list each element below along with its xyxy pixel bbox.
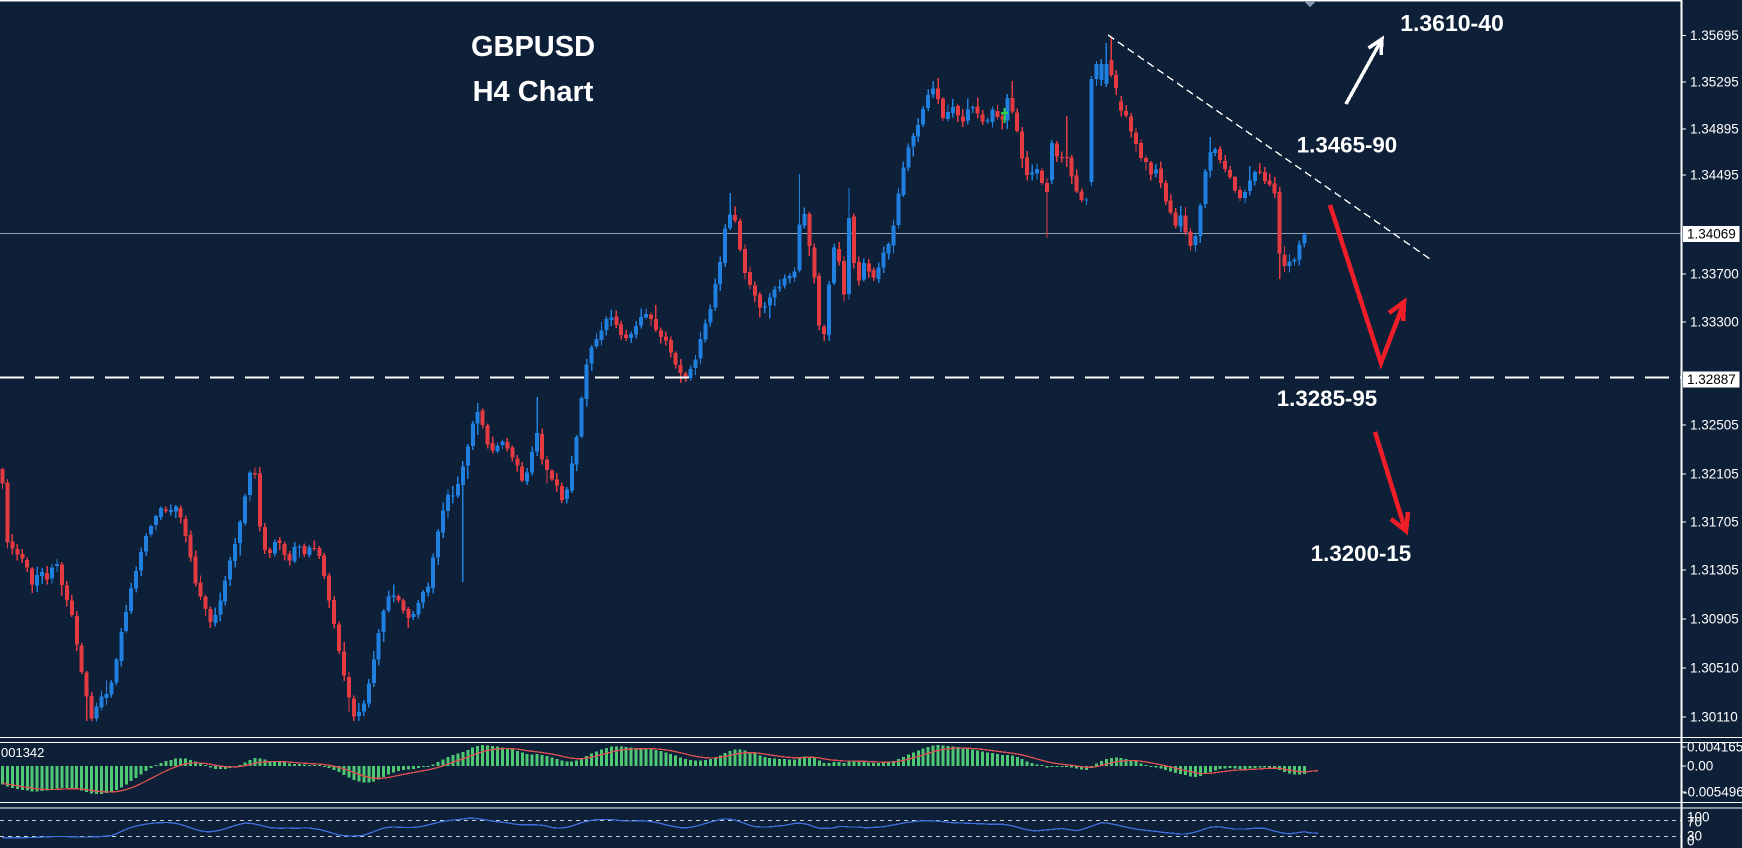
svg-text:1.3285-95: 1.3285-95 — [1277, 386, 1377, 411]
svg-text:1.35295: 1.35295 — [1690, 75, 1739, 90]
svg-text:1.3465-90: 1.3465-90 — [1297, 133, 1397, 158]
svg-text:1.32105: 1.32105 — [1690, 467, 1739, 482]
svg-text:1.32887: 1.32887 — [1687, 372, 1736, 387]
svg-text:1.30905: 1.30905 — [1690, 612, 1739, 627]
svg-text:1.32505: 1.32505 — [1690, 418, 1739, 433]
svg-text:0.004165: 0.004165 — [1687, 740, 1742, 755]
svg-text:1.34069: 1.34069 — [1687, 227, 1736, 242]
svg-text:1.35695: 1.35695 — [1690, 28, 1739, 43]
svg-text:1.31305: 1.31305 — [1690, 563, 1739, 578]
svg-text:-0.005496: -0.005496 — [1683, 785, 1742, 800]
svg-text:1.30510: 1.30510 — [1690, 661, 1739, 676]
svg-text:100: 100 — [1687, 810, 1710, 825]
svg-text:0: 0 — [1687, 834, 1695, 848]
svg-text:1.3200-15: 1.3200-15 — [1311, 541, 1411, 566]
svg-text:1.30110: 1.30110 — [1690, 710, 1738, 725]
svg-text:001342: 001342 — [1, 745, 44, 760]
svg-text:30: 30 — [1687, 829, 1702, 844]
svg-text:1.31705: 1.31705 — [1690, 515, 1739, 530]
svg-text:0.00: 0.00 — [1687, 759, 1713, 774]
svg-text:1.34495: 1.34495 — [1690, 168, 1739, 183]
svg-text:1.34895: 1.34895 — [1690, 122, 1739, 137]
svg-text:1.33300: 1.33300 — [1690, 315, 1739, 330]
svg-text:1.3610-40: 1.3610-40 — [1400, 10, 1504, 36]
svg-text:70: 70 — [1687, 815, 1702, 830]
svg-text:GBPUSD: GBPUSD — [471, 31, 595, 63]
svg-text:H4 Chart: H4 Chart — [473, 76, 594, 108]
svg-text:1.33700: 1.33700 — [1690, 267, 1739, 282]
